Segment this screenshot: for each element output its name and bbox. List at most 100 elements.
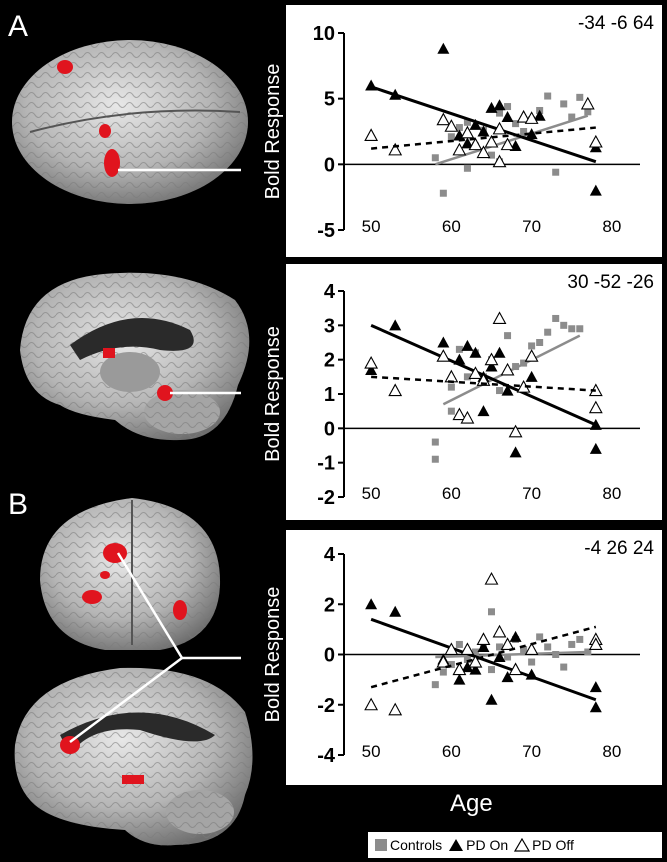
point-controls: [455, 345, 463, 353]
x-tick-label: 70: [522, 484, 541, 503]
point-pd-off: [460, 410, 475, 424]
point-pd-on: [525, 128, 538, 140]
point-pd-off: [364, 128, 379, 141]
fit-line-controls: [435, 650, 588, 659]
y-tick-label: 5: [324, 89, 335, 111]
point-pd-on: [437, 42, 450, 54]
point-pd-on: [389, 319, 402, 331]
chart-2: -2 -1 0 1 2 3 4 50 60 70 80 Bold Response 30 -52 -26: [262, 264, 662, 520]
point-pd-on: [389, 605, 402, 617]
point-controls: [528, 342, 536, 350]
point-controls: [560, 663, 568, 671]
point-controls: [455, 640, 463, 648]
point-controls: [447, 661, 455, 669]
point-controls: [496, 387, 504, 395]
point-controls: [439, 668, 447, 676]
point-pd-off: [436, 112, 451, 126]
open-triangle-icon: [514, 838, 531, 852]
point-pd-off: [524, 642, 539, 656]
y-tick-label: -1: [317, 453, 335, 475]
point-pd-off: [444, 642, 459, 656]
point-controls: [552, 314, 560, 322]
point-pd-on: [589, 184, 602, 196]
fit-line-pd-off: [371, 126, 596, 150]
point-controls: [520, 128, 528, 135]
point-pd-off: [388, 702, 403, 716]
point-pd-on: [501, 671, 514, 683]
point-controls: [431, 681, 439, 689]
point-pd-off: [388, 142, 403, 156]
y-tick-label: -4: [317, 745, 336, 767]
point-controls: [584, 108, 592, 116]
point-pd-off: [516, 109, 531, 123]
point-controls: [528, 658, 536, 666]
point-controls: [520, 645, 528, 653]
point-pd-off: [364, 355, 379, 369]
point-pd-off: [452, 407, 467, 421]
y-tick-label: -2: [317, 695, 335, 717]
point-pd-off: [460, 642, 475, 656]
point-controls: [552, 651, 560, 658]
square-marker-icon: [375, 839, 387, 851]
point-controls: [463, 656, 471, 664]
point-pd-on: [533, 109, 546, 121]
point-pd-off: [500, 637, 515, 651]
x-tick-label: 50: [362, 484, 381, 503]
point-controls: [552, 168, 560, 176]
point-pd-on: [461, 339, 474, 351]
legend-item-pd-off: PD Off: [514, 837, 574, 853]
fit-line-pd-on: [370, 85, 597, 164]
point-pd-off: [452, 662, 467, 676]
point-pd-on: [461, 661, 474, 673]
y-tick-label: 1: [324, 384, 335, 406]
fit-line-pd-off: [371, 375, 596, 392]
chart-background: [286, 264, 662, 520]
point-controls: [447, 133, 455, 141]
point-pd-on: [437, 336, 450, 348]
chart-3: -4 -2 0 2 4 50 60 70 80 Bold Response -4 26 24: [262, 530, 662, 785]
point-controls: [463, 118, 471, 126]
point-pd-on: [493, 651, 506, 663]
x-tick-label: 80: [602, 484, 621, 503]
point-pd-off: [492, 624, 507, 638]
point-pd-on: [477, 125, 490, 137]
point-controls: [431, 455, 439, 463]
point-pd-on: [509, 630, 522, 642]
x-tick-label: 60: [442, 217, 461, 236]
coordinates-label: 30 -52 -26: [567, 272, 654, 293]
point-pd-off: [524, 349, 539, 362]
point-controls: [496, 109, 504, 117]
y-tick-label: -5: [317, 220, 335, 242]
point-controls: [576, 325, 584, 333]
legend-label-controls: Controls: [390, 837, 443, 853]
point-pd-off: [468, 137, 483, 151]
point-pd-off: [460, 125, 475, 139]
point-pd-on: [485, 693, 498, 705]
point-controls: [512, 363, 520, 371]
point-pd-on: [509, 446, 522, 458]
point-pd-on: [589, 442, 602, 454]
point-controls: [504, 103, 512, 111]
filled-triangle-icon: [449, 839, 464, 851]
point-controls: [560, 321, 568, 329]
y-axis-label: Bold Response: [262, 587, 284, 723]
y-tick-label: 0: [324, 154, 335, 176]
x-tick-label: 80: [602, 217, 621, 236]
point-controls: [536, 339, 544, 346]
brain-top-view: [12, 40, 248, 204]
point-pd-off: [508, 424, 523, 438]
point-pd-off: [476, 373, 491, 386]
point-pd-off: [468, 366, 483, 379]
point-pd-off: [492, 121, 507, 135]
y-tick-label: 2: [324, 594, 335, 616]
point-pd-off: [500, 137, 515, 151]
point-controls: [504, 332, 512, 340]
point-controls: [568, 325, 576, 333]
point-controls: [463, 164, 471, 172]
x-axis-label: Age: [450, 790, 493, 817]
y-tick-label: 4: [324, 281, 336, 303]
point-pd-on: [365, 363, 378, 375]
point-pd-off: [436, 349, 451, 362]
point-controls: [536, 633, 544, 641]
